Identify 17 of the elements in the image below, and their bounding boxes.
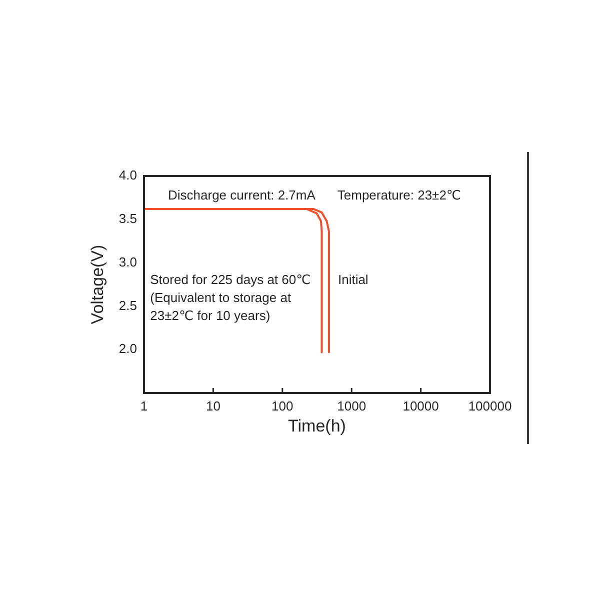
y-axis-title: Voltage(V)	[88, 244, 107, 324]
y-tick-label: 2.5	[118, 298, 137, 313]
series-label: Stored for 225 days at 60℃ (Equivalent to storage at 23±2℃ for 10 years)	[150, 272, 311, 324]
x-tick-label: 1000	[337, 398, 366, 414]
series-label: Initial	[338, 272, 368, 288]
annotation: Temperature: 23±2℃	[337, 188, 462, 203]
y-tick-label: 3.5	[118, 210, 137, 226]
x-tick-label: 100000	[468, 398, 512, 414]
x-tick-label: 10000	[402, 398, 439, 414]
y-tick-label: 2.0	[118, 341, 137, 356]
annotation: Discharge current: 2.7mA	[168, 188, 316, 203]
y-tick-label: 4.0	[118, 168, 137, 183]
x-axis-title: Time(h)	[288, 416, 346, 436]
x-tick-label: 100	[272, 398, 294, 414]
x-tick-label: 1	[140, 398, 148, 414]
y-tick-label: 3.0	[118, 254, 137, 270]
x-tick-label: 10	[206, 398, 220, 414]
